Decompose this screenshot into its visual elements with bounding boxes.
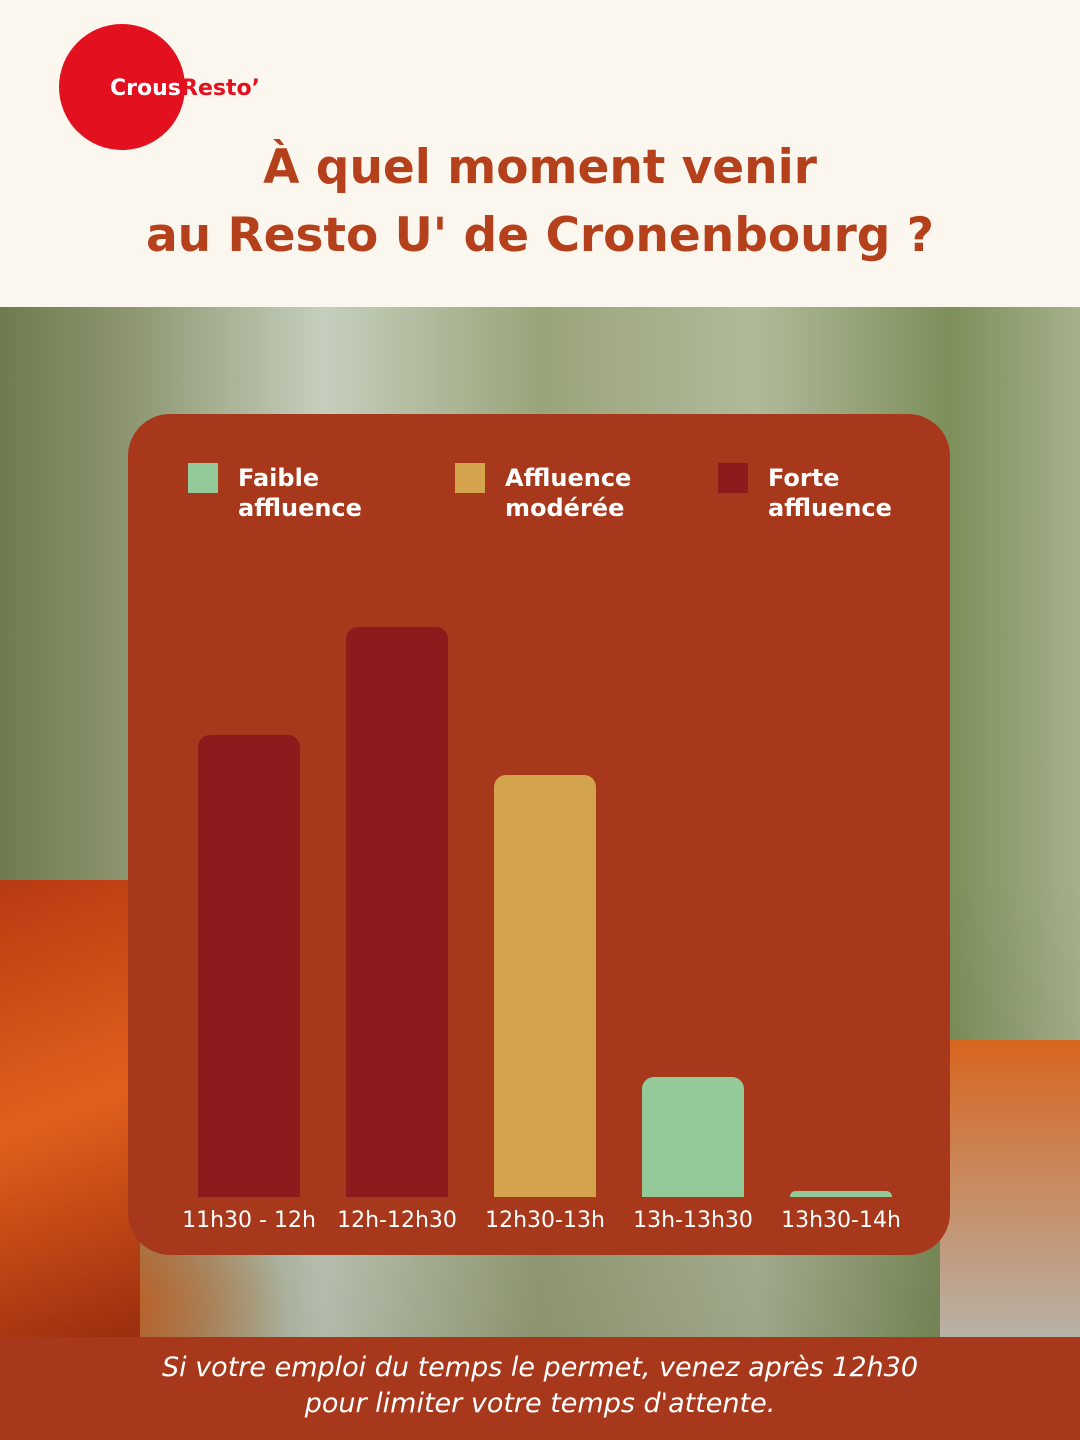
- legend-label: Forte affluence: [768, 464, 892, 522]
- logo-circle: [59, 24, 185, 150]
- footer-text: Si votre emploi du temps le permet, vene…: [161, 1352, 919, 1383]
- bar: [790, 1191, 892, 1197]
- background-photo: [940, 1040, 1080, 1337]
- x-tick-label: 11h30 - 12h: [182, 1208, 316, 1233]
- bar: [198, 735, 300, 1197]
- bar: [642, 1077, 744, 1197]
- bar: [494, 775, 596, 1197]
- x-tick-label: 12h-12h30: [337, 1208, 457, 1233]
- legend-swatch: [188, 463, 218, 493]
- title: au Resto U' de Cronenbourg ?: [145, 208, 935, 263]
- footer-text: pour limiter votre temps d'attente.: [304, 1388, 776, 1419]
- x-tick-label: 12h30-13h: [485, 1208, 605, 1233]
- x-tick-label: 13h-13h30: [633, 1208, 753, 1233]
- background-photo: [0, 880, 140, 1337]
- footer: [0, 1337, 1080, 1440]
- legend-swatch: [455, 463, 485, 493]
- legend-swatch: [718, 463, 748, 493]
- bar: [346, 627, 448, 1197]
- legend-label: Affluence modérée: [505, 464, 632, 522]
- x-tick-label: 13h30-14h: [781, 1208, 901, 1233]
- legend-label: Faible affluence: [238, 464, 362, 522]
- logo-text: Crous: [110, 76, 181, 101]
- logo-text: Resto’: [181, 76, 260, 101]
- title: À quel moment venir: [263, 140, 817, 195]
